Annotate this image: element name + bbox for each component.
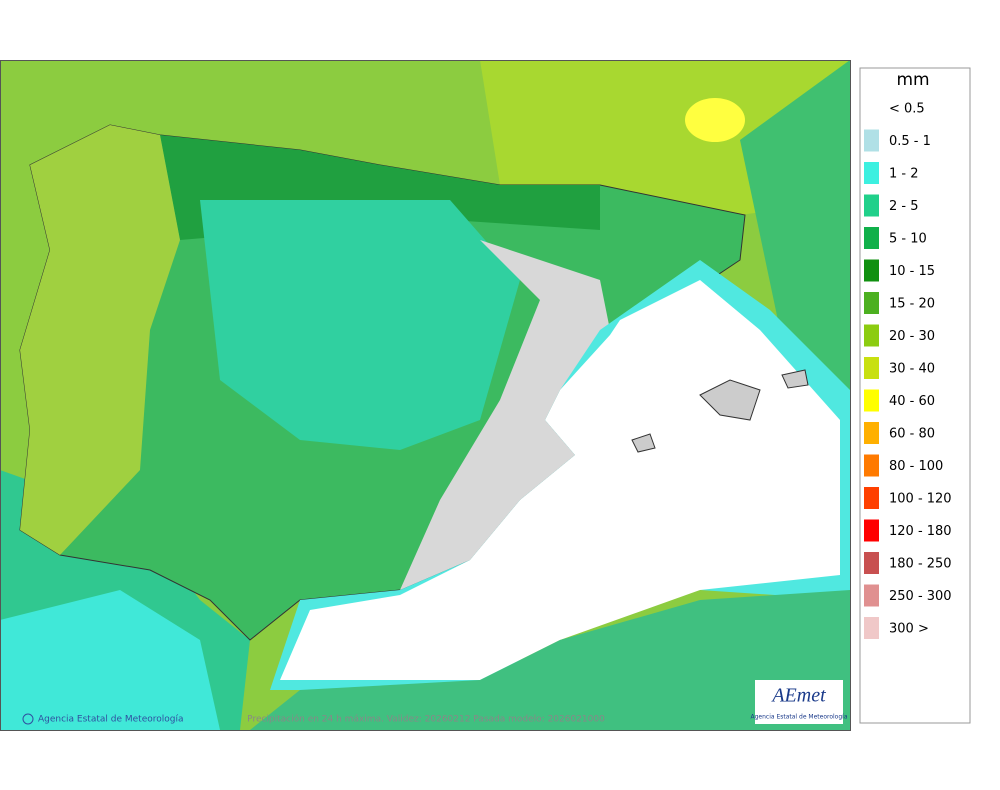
legend-swatch bbox=[864, 324, 879, 347]
legend-swatch bbox=[864, 487, 879, 509]
legend-swatch bbox=[864, 422, 879, 444]
island bbox=[631, 433, 656, 453]
legend-label: 40 - 60 bbox=[889, 394, 935, 409]
legend-label: 20 - 30 bbox=[889, 329, 935, 344]
logo-box bbox=[755, 680, 843, 724]
africa-area bbox=[250, 590, 850, 730]
legend-swatch bbox=[864, 292, 879, 314]
legend-swatch bbox=[864, 129, 879, 152]
dry-area bbox=[400, 240, 610, 590]
legend-label: 120 - 180 bbox=[889, 524, 952, 539]
legend-label: 250 - 300 bbox=[889, 589, 952, 604]
mediterranean bbox=[280, 280, 840, 680]
legend-label: 30 - 40 bbox=[889, 362, 935, 377]
legend-swatch bbox=[864, 259, 879, 282]
precip-patch bbox=[740, 60, 850, 420]
legend-swatch bbox=[864, 389, 879, 412]
legend-label: 10 - 15 bbox=[889, 264, 935, 279]
legend-label: 60 - 80 bbox=[889, 427, 935, 442]
legend-label: 180 - 250 bbox=[889, 557, 952, 572]
copyright-icon bbox=[22, 713, 34, 725]
legend-label: 80 - 100 bbox=[889, 459, 943, 474]
legend: mm < 0.5 0.5 - 1 1 - 2 2 - 5 5 - 10 10 - 15 15… bbox=[859, 67, 971, 724]
legend-swatch bbox=[864, 584, 879, 607]
footer-caption: Precipitación en 24 h máxima. Validez: 2… bbox=[247, 714, 605, 725]
map-frame bbox=[0, 60, 851, 731]
map: Agencia Estatal de Meteorología Precipit… bbox=[0, 60, 851, 731]
legend-label: 2 - 5 bbox=[889, 199, 919, 214]
legend-swatch bbox=[864, 194, 879, 217]
island bbox=[699, 379, 761, 421]
legend-swatch bbox=[864, 227, 879, 249]
legend-label: 1 - 2 bbox=[889, 167, 919, 182]
legend-swatch bbox=[864, 617, 879, 639]
legend-title: mm bbox=[896, 70, 929, 90]
legend-swatch bbox=[864, 454, 879, 477]
precip-patch bbox=[200, 200, 520, 450]
legend-label: < 0.5 bbox=[889, 102, 925, 117]
legend-swatch bbox=[864, 357, 879, 379]
legend-swatch bbox=[864, 162, 879, 184]
island bbox=[781, 369, 809, 389]
legend-swatch bbox=[864, 552, 879, 574]
atlantic-area bbox=[0, 590, 220, 730]
legend-label: 15 - 20 bbox=[889, 297, 935, 312]
legend-swatch bbox=[864, 97, 879, 119]
legend-label: 0.5 - 1 bbox=[889, 134, 931, 149]
footer-credit: Agencia Estatal de Meteorología bbox=[38, 715, 184, 725]
logo: AEmet bbox=[770, 685, 826, 707]
legend-label: 100 - 120 bbox=[889, 492, 952, 507]
precip-patch bbox=[685, 98, 745, 142]
legend-swatch bbox=[864, 519, 879, 542]
logo-caption: Agencia Estatal de Meteorología bbox=[751, 714, 848, 721]
legend-label: 300 > bbox=[889, 622, 929, 637]
legend-label: 5 - 10 bbox=[889, 232, 927, 247]
portugal-area bbox=[20, 125, 180, 555]
